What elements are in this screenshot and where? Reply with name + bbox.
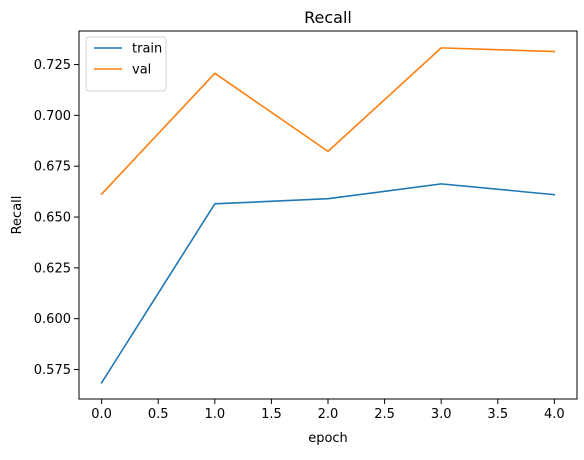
y-tick-label: 0.675 (34, 160, 71, 175)
x-tick-label: 2.5 (374, 407, 395, 422)
y-tick-label: 0.725 (34, 58, 71, 73)
y-tick-label: 0.575 (34, 363, 71, 378)
y-tick-label: 0.600 (34, 312, 71, 327)
x-tick-label: 2.0 (318, 407, 339, 422)
plot-area (100, 47, 556, 384)
y-axis: 0.575 0.600 0.625 0.650 0.675 0.700 0.725 (34, 58, 79, 378)
x-tick-label: 1.5 (261, 407, 282, 422)
y-axis-label: Recall (10, 196, 25, 235)
x-tick-label: 1.0 (204, 407, 225, 422)
x-axis-label: epoch (308, 431, 348, 446)
x-tick-label: 0.0 (91, 407, 112, 422)
x-tick-label: 3.5 (487, 407, 508, 422)
series-line-train (100, 183, 556, 384)
x-tick-label: 0.5 (148, 407, 169, 422)
y-tick-label: 0.700 (34, 109, 71, 124)
x-axis: 0.0 0.5 1.0 1.5 2.0 2.5 3.0 3.5 4.0 (91, 399, 565, 422)
x-tick-label: 4.0 (544, 407, 565, 422)
series-line-val (100, 47, 556, 196)
legend-label-val: val (132, 63, 151, 78)
x-tick-label: 3.0 (431, 407, 452, 422)
y-tick-label: 0.650 (34, 211, 71, 226)
legend-label-train: train (132, 42, 162, 57)
y-tick-label: 0.625 (34, 261, 71, 276)
legend-box (85, 36, 167, 92)
legend: train val (85, 36, 167, 92)
chart-title: Recall (304, 8, 352, 27)
